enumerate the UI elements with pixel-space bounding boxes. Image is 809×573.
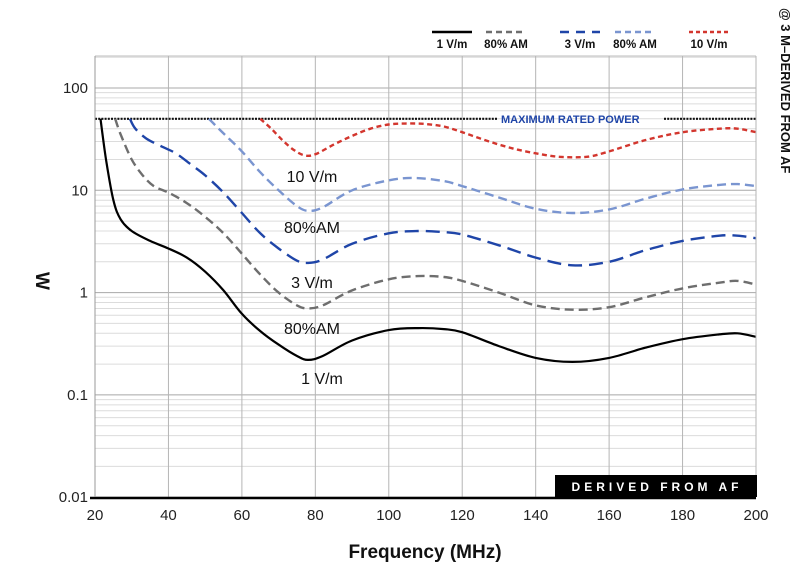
y-tick-label: 0.01 xyxy=(59,489,88,506)
legend-label-2: 80% AM xyxy=(484,39,528,51)
y-axis-title: W xyxy=(31,272,52,290)
y-tick-label: 10 xyxy=(71,182,88,199)
series-line-4 xyxy=(207,117,757,215)
minor-gridlines xyxy=(95,56,756,467)
curve-label-5: 10 V/m xyxy=(287,169,338,186)
y-tick-label: 1 xyxy=(80,285,88,302)
x-tick-label: 100 xyxy=(376,507,401,524)
axes xyxy=(90,56,757,500)
series-line-5 xyxy=(259,117,757,159)
series-line-3 xyxy=(128,118,757,267)
series-line-1 xyxy=(99,118,757,364)
derived-badge: DERIVED FROM AF xyxy=(555,475,757,497)
curve-labels: 1 V/m 80%AM 3 V/m 80%AM 10 V/m xyxy=(284,169,343,388)
x-tick-label: 200 xyxy=(743,507,768,524)
x-tick-labels: 20 40 60 80 100 120 140 160 180 200 xyxy=(87,507,769,524)
x-axis-title: Frequency (MHz) xyxy=(348,542,501,563)
major-gridlines xyxy=(94,55,757,498)
legend-label-3: 3 V/m xyxy=(565,39,596,51)
curve-label-1: 1 V/m xyxy=(301,371,343,388)
derived-badge-text: DERIVED FROM AF xyxy=(572,480,743,494)
x-tick-label: 60 xyxy=(234,507,251,524)
y-tick-labels: 100 10 1 0.1 0.01 xyxy=(59,80,88,506)
x-tick-label: 20 xyxy=(87,507,104,524)
max-rated-power-label: MAXIMUM RATED POWER xyxy=(501,114,640,126)
x-tick-label: 40 xyxy=(160,507,177,524)
series-line-2 xyxy=(114,118,757,311)
x-tick-label: 120 xyxy=(450,507,475,524)
x-tick-label: 160 xyxy=(597,507,622,524)
curve-label-3: 3 V/m xyxy=(291,275,333,292)
legend: 1 V/m 80% AM 3 V/m 80% AM 10 V/m xyxy=(432,30,729,51)
x-tick-label: 80 xyxy=(307,507,324,524)
legend-label-4: 80% AM xyxy=(613,39,657,51)
y-tick-label: 0.1 xyxy=(67,387,88,404)
x-tick-label: 140 xyxy=(523,507,548,524)
legend-label-5: 10 V/m xyxy=(690,39,727,51)
series-curves xyxy=(99,117,757,364)
curve-label-2: 80%AM xyxy=(284,321,340,338)
derived-badge-background xyxy=(555,475,757,497)
side-note: @ 3 M–DERIVED FROM AF xyxy=(778,8,793,173)
y-tick-label: 100 xyxy=(63,80,88,97)
curve-label-4: 80%AM xyxy=(284,220,340,237)
x-tick-label: 180 xyxy=(670,507,695,524)
legend-label-1: 1 V/m xyxy=(437,39,468,51)
